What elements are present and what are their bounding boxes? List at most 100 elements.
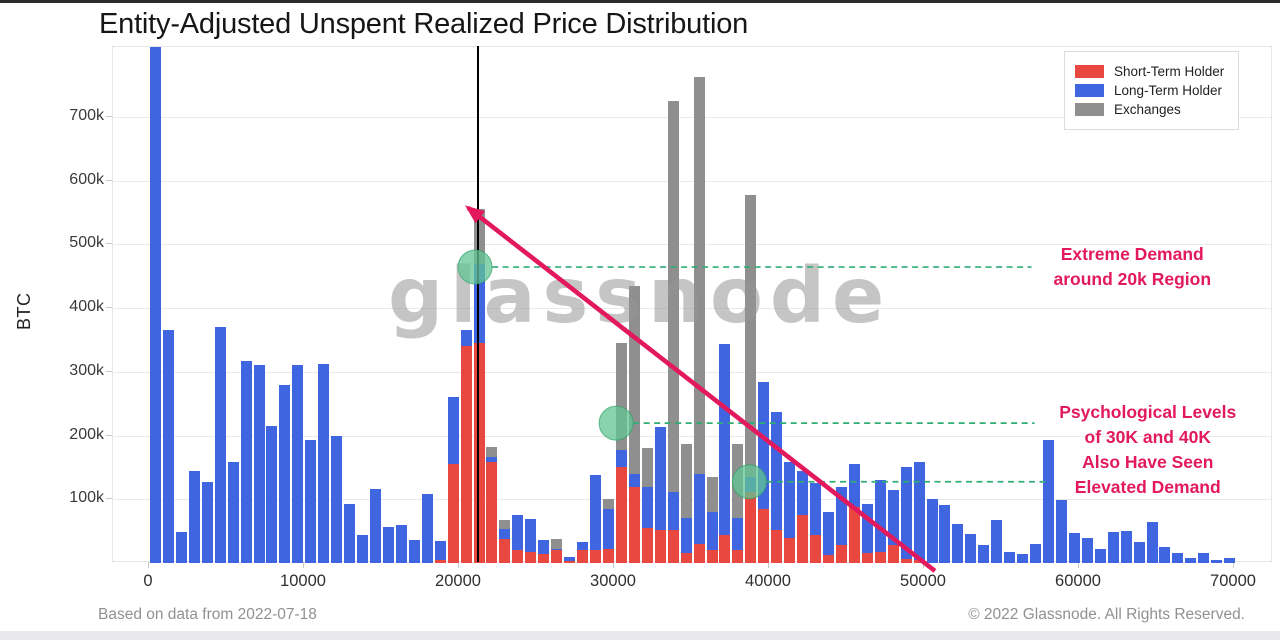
- bar-segment-long-term-holder: [357, 534, 369, 563]
- y-tick-label: 700k: [69, 107, 104, 125]
- bar-segment-long-term-holder: [952, 524, 964, 563]
- bar-segment-long-term-holder: [434, 540, 446, 560]
- x-tick-label: 40000: [745, 572, 791, 590]
- bar-segment-short-term-holder: [732, 550, 744, 563]
- bar-segment-long-term-holder: [201, 482, 213, 563]
- bar-segment-short-term-holder: [745, 491, 757, 563]
- y-tickmark: [106, 434, 112, 436]
- y-gridline: [113, 180, 1271, 182]
- legend-item-long-term-holder[interactable]: Long-Term Holder: [1075, 83, 1224, 98]
- bar-segment-long-term-holder: [382, 526, 394, 563]
- bar-segment-long-term-holder: [991, 519, 1003, 563]
- bar-segment-long-term-holder: [1133, 541, 1145, 563]
- bar-segment-exchanges: [615, 343, 627, 450]
- y-tick-label: 200k: [69, 425, 104, 443]
- bar-segment-long-term-holder: [771, 412, 783, 530]
- y-tickmark: [106, 243, 112, 245]
- bar-segment-long-term-holder: [719, 343, 731, 535]
- bar-segment-short-term-holder: [784, 537, 796, 563]
- bar-segment-long-term-holder: [1043, 440, 1054, 563]
- y-tickmark: [106, 370, 112, 372]
- legend-label: Short-Term Holder: [1114, 64, 1225, 79]
- bar-segment-short-term-holder: [564, 561, 576, 563]
- legend-swatch: [1075, 103, 1104, 116]
- bar-segment-long-term-holder: [460, 330, 472, 347]
- bar-segment-long-term-holder: [822, 512, 834, 556]
- bar-segment-short-term-holder: [680, 553, 692, 563]
- bar-segment-long-term-holder: [887, 490, 899, 546]
- bar-segment-long-term-holder: [654, 426, 666, 530]
- bar-segment-short-term-holder: [447, 464, 459, 563]
- bar-segment-exchanges: [706, 477, 718, 513]
- bar-segment-long-term-holder: [564, 556, 576, 562]
- bar-segment-long-term-holder: [732, 518, 744, 551]
- bar-segment-long-term-holder: [1172, 553, 1184, 563]
- bar-segment-short-term-holder: [460, 346, 472, 563]
- bar-segment-long-term-holder: [900, 466, 912, 560]
- y-tickmark: [106, 179, 112, 181]
- bar-segment-short-term-holder: [499, 538, 511, 563]
- bar-segment-short-term-holder: [667, 529, 679, 563]
- x-tick-label: 10000: [280, 572, 326, 590]
- bar-segment-short-term-holder: [525, 552, 537, 563]
- bar-segment-long-term-holder: [615, 449, 627, 468]
- x-tick-label: 0: [143, 572, 153, 590]
- legend-item-exchanges[interactable]: Exchanges: [1075, 102, 1224, 117]
- bar-segment-long-term-holder: [797, 470, 809, 516]
- bar-segment-long-term-holder: [926, 498, 938, 563]
- x-tickmark: [1233, 562, 1234, 568]
- bar-segment-long-term-holder: [331, 435, 343, 563]
- bar-segment-long-term-holder: [1159, 547, 1171, 563]
- y-tick-label: 400k: [69, 298, 104, 316]
- bar-segment-short-term-holder: [654, 529, 666, 563]
- y-gridline: [113, 308, 1271, 310]
- bar-segment-long-term-holder: [214, 327, 226, 563]
- bar-segment-long-term-holder: [848, 463, 860, 507]
- bar-segment-long-term-holder: [1030, 543, 1042, 563]
- bar-segment-long-term-holder: [253, 364, 265, 563]
- current-price-line: [477, 46, 480, 562]
- bar-segment-short-term-holder: [706, 550, 718, 563]
- bar-segment-exchanges: [693, 76, 705, 474]
- bar-segment-exchanges: [745, 194, 757, 477]
- bar-segment-long-term-holder: [745, 477, 757, 492]
- bar-segment-long-term-holder: [1068, 533, 1080, 563]
- bar-segment-short-term-holder: [874, 552, 886, 563]
- bar-segment-long-term-holder: [279, 384, 291, 563]
- bar-segment-exchanges: [641, 448, 653, 487]
- bar-segment-long-term-holder: [784, 461, 796, 538]
- bar-segment-long-term-holder: [188, 470, 200, 563]
- bar-segment-long-term-holder: [835, 487, 847, 546]
- bar-segment-long-term-holder: [1146, 522, 1158, 563]
- bar-segment-long-term-holder: [538, 540, 550, 555]
- bar-segment-long-term-holder: [227, 461, 239, 563]
- y-tickmark: [106, 498, 112, 500]
- bar-segment-long-term-holder: [1004, 552, 1016, 563]
- bar-segment-long-term-holder: [318, 363, 330, 563]
- bar-segment-long-term-holder: [602, 508, 614, 549]
- bar-segment-long-term-holder: [939, 505, 951, 563]
- annotation-text-line: of 30K and 40K: [1084, 426, 1211, 447]
- legend-label: Exchanges: [1114, 102, 1181, 117]
- bar-segment-exchanges: [499, 520, 511, 530]
- bar-segment-long-term-holder: [240, 361, 252, 563]
- bar-segment-short-term-holder: [434, 559, 446, 563]
- bar-segment-long-term-holder: [810, 483, 822, 535]
- screenshot-top-edge: [0, 0, 1280, 3]
- bar-segment-long-term-holder: [395, 525, 407, 563]
- bar-segment-long-term-holder: [292, 364, 304, 563]
- bar-segment-short-term-holder: [693, 543, 705, 563]
- bar-segment-short-term-holder: [810, 534, 822, 563]
- bar-segment-long-term-holder: [1198, 553, 1210, 563]
- bar-segment-long-term-holder: [421, 494, 433, 563]
- bar-segment-long-term-holder: [1211, 559, 1223, 563]
- legend-item-short-term-holder[interactable]: Short-Term Holder: [1075, 64, 1224, 79]
- footer-data-source: Based on data from 2022-07-18: [98, 606, 317, 623]
- bar-segment-short-term-holder: [797, 515, 809, 563]
- y-tick-label: 300k: [69, 361, 104, 379]
- annotation-text: Psychological Levels of 30K and 40K Also H…: [1059, 400, 1236, 500]
- bar-segment-short-term-holder: [861, 553, 873, 563]
- bar-segment-long-term-holder: [512, 515, 524, 551]
- bar-segment-long-term-holder: [1055, 499, 1067, 563]
